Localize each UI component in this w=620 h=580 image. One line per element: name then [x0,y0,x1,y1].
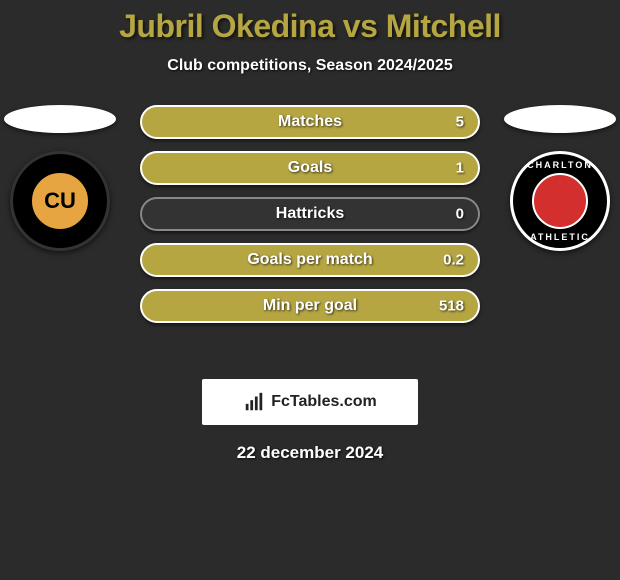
stat-label: Hattricks [276,205,344,223]
chart-icon [243,391,265,413]
stats-list: Matches 5 Goals 1 Hattricks 0 Goals per match 0… [140,105,480,335]
stat-label: Min per goal [263,297,357,315]
stat-row: Hattricks 0 [140,197,480,231]
stat-value-right: 518 [439,298,464,315]
stat-row: Goals per match 0.2 [140,243,480,277]
date-text: 22 december 2024 [0,443,620,463]
page-title: Jubril Okedina vs Mitchell [0,8,620,45]
stat-label: Goals [288,159,332,177]
brand-text: FcTables.com [271,393,377,411]
right-badge-inner [532,173,588,229]
comparison-panel: CU CHARLTON ATHLETIC Matches 5 Goals 1 Hattr… [0,105,620,365]
right-badge-bot-text: ATHLETIC [530,232,590,242]
left-team-block: CU [0,105,120,251]
left-team-badge: CU [10,151,110,251]
stat-row: Min per goal 518 [140,289,480,323]
left-oval [4,105,116,133]
stat-value-right: 0 [456,206,464,223]
stat-label: Matches [278,113,342,131]
stat-value-right: 5 [456,114,464,131]
right-oval [504,105,616,133]
right-team-block: CHARLTON ATHLETIC [500,105,620,251]
stat-value-right: 0.2 [443,252,464,269]
left-badge-text: CU [30,171,90,231]
right-badge-top-text: CHARLTON [527,160,593,170]
brand-box[interactable]: FcTables.com [202,379,418,425]
subtitle: Club competitions, Season 2024/2025 [0,57,620,75]
stat-value-right: 1 [456,160,464,177]
right-team-badge: CHARLTON ATHLETIC [510,151,610,251]
stat-row: Goals 1 [140,151,480,185]
stat-row: Matches 5 [140,105,480,139]
stat-label: Goals per match [247,251,372,269]
